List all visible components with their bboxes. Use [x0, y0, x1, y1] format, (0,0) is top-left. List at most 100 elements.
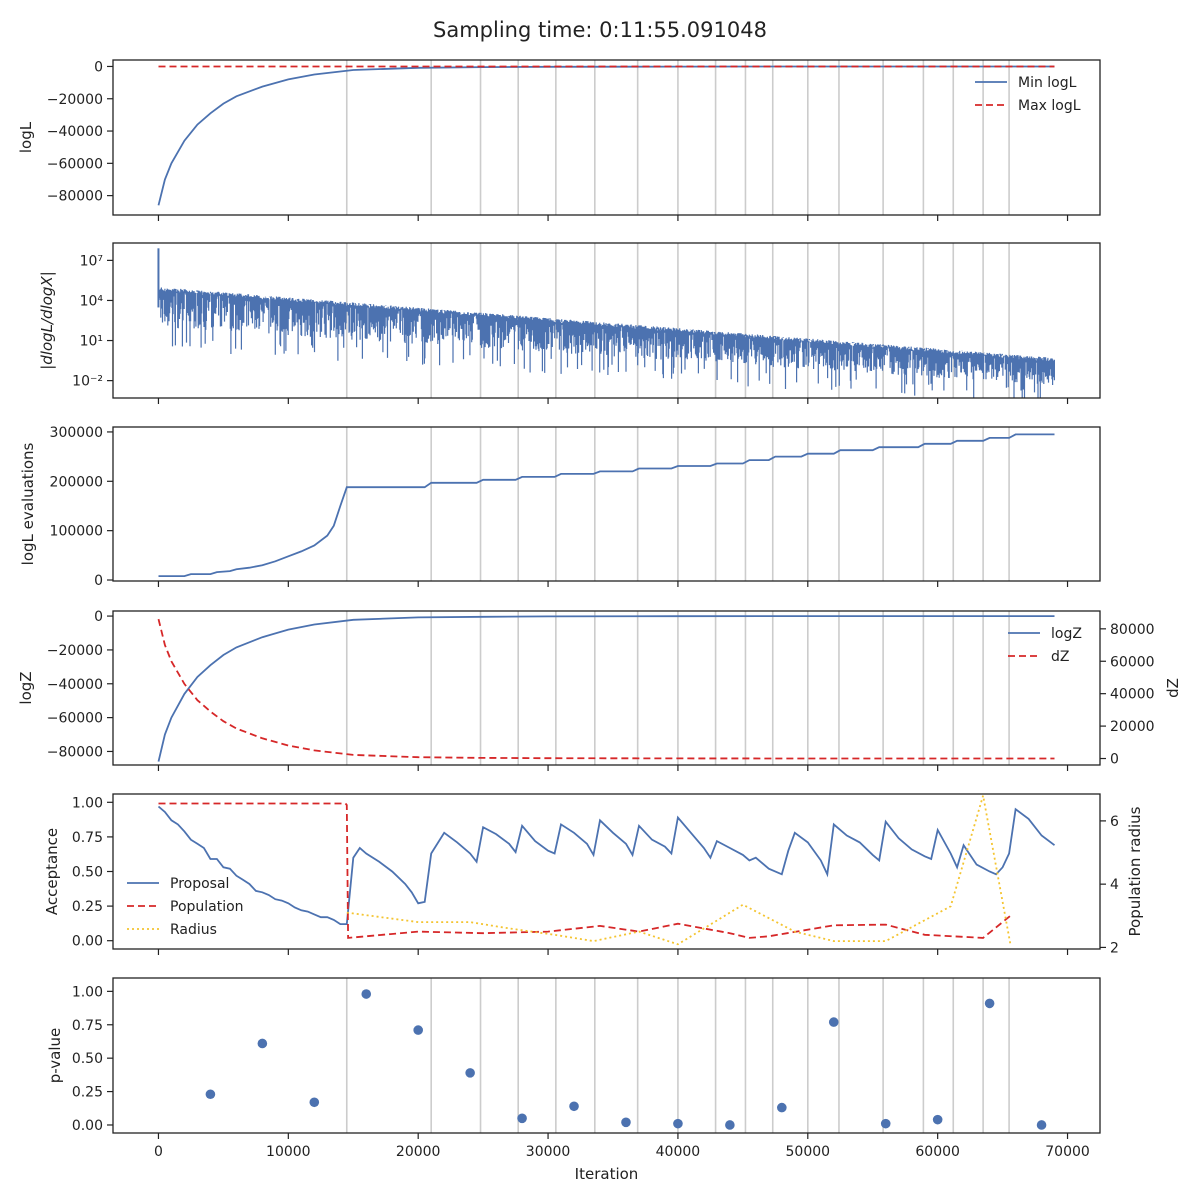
y-tick-label: 100000	[50, 524, 103, 540]
data-point	[465, 1068, 475, 1078]
data-point	[673, 1118, 683, 1129]
x-tick-label: 70000	[1045, 1144, 1090, 1160]
legend-label: Radius	[170, 922, 217, 938]
legend-label: Proposal	[170, 876, 229, 892]
series-line-min-logl	[157, 65, 1055, 206]
y-tick-label: 300000	[50, 425, 103, 441]
y-tick-label: 0.50	[72, 865, 103, 881]
axes-frame	[112, 59, 1101, 216]
axes-frame	[112, 426, 1101, 582]
axes-frame	[112, 977, 1101, 1134]
data-point	[205, 1089, 216, 1100]
data-point	[257, 1038, 268, 1049]
x-axis-label: Iteration	[575, 1165, 639, 1183]
series-line-dz	[157, 618, 1055, 760]
y-tick-label: 0.75	[72, 830, 103, 846]
y-tick-label-right: 80000	[1110, 622, 1155, 638]
series-line-proposal	[157, 805, 1056, 925]
panel-6: 1.00 0.75 0.50 0.25 0.00 0 10000 20000 30000 4000…	[46, 977, 1101, 1183]
x-tick-label: 20000	[396, 1144, 441, 1160]
y-tick-label-right: 60000	[1110, 654, 1155, 670]
legend-label: Population	[170, 899, 244, 915]
legend: Proposal Population Radius	[127, 876, 244, 938]
axes-frame	[112, 793, 1101, 950]
x-tick-label: 50000	[786, 1144, 831, 1160]
plot-area	[157, 243, 1055, 398]
y-tick-label: 10⁷	[80, 253, 103, 269]
figure-title: Sampling time: 0:11:55.091048	[433, 18, 767, 42]
y-tick-label: 0.25	[72, 899, 103, 915]
y-axis-label: logL	[17, 121, 35, 153]
y-tick-label: 0.25	[72, 1085, 103, 1101]
legend-label: logZ	[1051, 626, 1082, 642]
y-axis-label: p-value	[46, 1028, 64, 1084]
y-tick-label-right: 4	[1110, 877, 1119, 893]
axes-frame	[112, 610, 1101, 766]
y-axis-label-right: dZ	[1164, 678, 1182, 698]
y-tick-label: 200000	[50, 474, 103, 490]
data-point	[984, 998, 995, 1009]
y-tick-label: 10⁴	[80, 293, 104, 309]
y-tick-label: 10¹	[80, 334, 103, 350]
y-tick-label-right: 40000	[1110, 687, 1155, 703]
y-tick-label: 10⁻²	[72, 374, 103, 390]
y-tick-label: 1.00	[72, 795, 103, 811]
y-axis-label: logL evaluations	[19, 442, 37, 565]
panel-4: 0 −20000 −40000 −60000 −80000 80000 60000 40000…	[17, 609, 1182, 771]
y-tick-label: 0.00	[72, 934, 103, 950]
plot-area	[158, 427, 1055, 581]
y-tick-label-right: 0	[1110, 752, 1119, 768]
y-axis-label: logZ	[17, 671, 35, 704]
data-point	[309, 1097, 320, 1108]
panel-3: 0 100000 200000 300000 logL evaluations	[19, 425, 1101, 589]
y-tick-label: 0	[94, 573, 103, 589]
series-line-radius	[346, 795, 1012, 946]
y-tick-label: 0.00	[72, 1118, 103, 1134]
y-tick-label: −60000	[47, 711, 103, 727]
plot-area	[205, 978, 1047, 1133]
x-tick-label: 10000	[266, 1144, 311, 1160]
data-point	[725, 1120, 735, 1130]
data-point	[828, 1017, 839, 1027]
data-point	[569, 1101, 579, 1112]
series-line-population	[158, 802, 1011, 939]
y-tick-label: −80000	[47, 744, 103, 760]
panel-2: 10⁷ 10⁴ 10¹ 10⁻² |dlogL/dlogX|	[38, 242, 1101, 404]
series-line-main	[158, 433, 1055, 577]
y-axis-label: |dlogL/dlogX|	[38, 271, 56, 370]
x-tick-label: 40000	[656, 1144, 701, 1160]
x-tick-label: 30000	[526, 1144, 571, 1160]
plot-area	[157, 795, 1056, 946]
panel-5: 1.00 0.75 0.50 0.25 0.00 6 4 2 Acceptance Populat…	[43, 793, 1144, 956]
data-point	[517, 1113, 527, 1124]
legend-label: Max logL	[1018, 98, 1081, 114]
data-point	[880, 1118, 891, 1129]
y-tick-label: −40000	[47, 124, 103, 140]
y-tick-label: 0	[94, 59, 103, 75]
legend: Min logL Max logL	[975, 75, 1081, 114]
y-tick-label: 1.00	[72, 984, 103, 1000]
y-tick-label-right: 6	[1110, 814, 1119, 830]
plot-area	[157, 611, 1055, 765]
data-point	[1036, 1120, 1047, 1130]
data-point	[777, 1102, 787, 1113]
y-tick-label: 0	[94, 609, 103, 625]
series-line-dlogl	[157, 287, 1055, 398]
y-axis-label: Acceptance	[43, 828, 61, 915]
x-tick-label: 0	[154, 1144, 163, 1160]
panel-1: 0 −20000 −40000 −60000 −80000 logL Min logL Max…	[17, 59, 1101, 221]
y-tick-label: 0.50	[72, 1051, 103, 1067]
y-axis-label-right: Population radius	[1126, 806, 1144, 936]
y-tick-label-right: 20000	[1110, 719, 1155, 735]
y-tick-label-right: 2	[1110, 940, 1119, 956]
y-tick-label: 0.75	[72, 1018, 103, 1034]
y-tick-label: −40000	[47, 677, 103, 693]
data-point	[413, 1025, 423, 1035]
data-point	[932, 1114, 943, 1125]
legend: logZ dZ	[1008, 626, 1082, 665]
legend-label: Min logL	[1018, 75, 1077, 91]
x-tick-label: 60000	[915, 1144, 960, 1160]
y-tick-label: −80000	[47, 189, 103, 205]
y-tick-label: −20000	[47, 92, 103, 108]
